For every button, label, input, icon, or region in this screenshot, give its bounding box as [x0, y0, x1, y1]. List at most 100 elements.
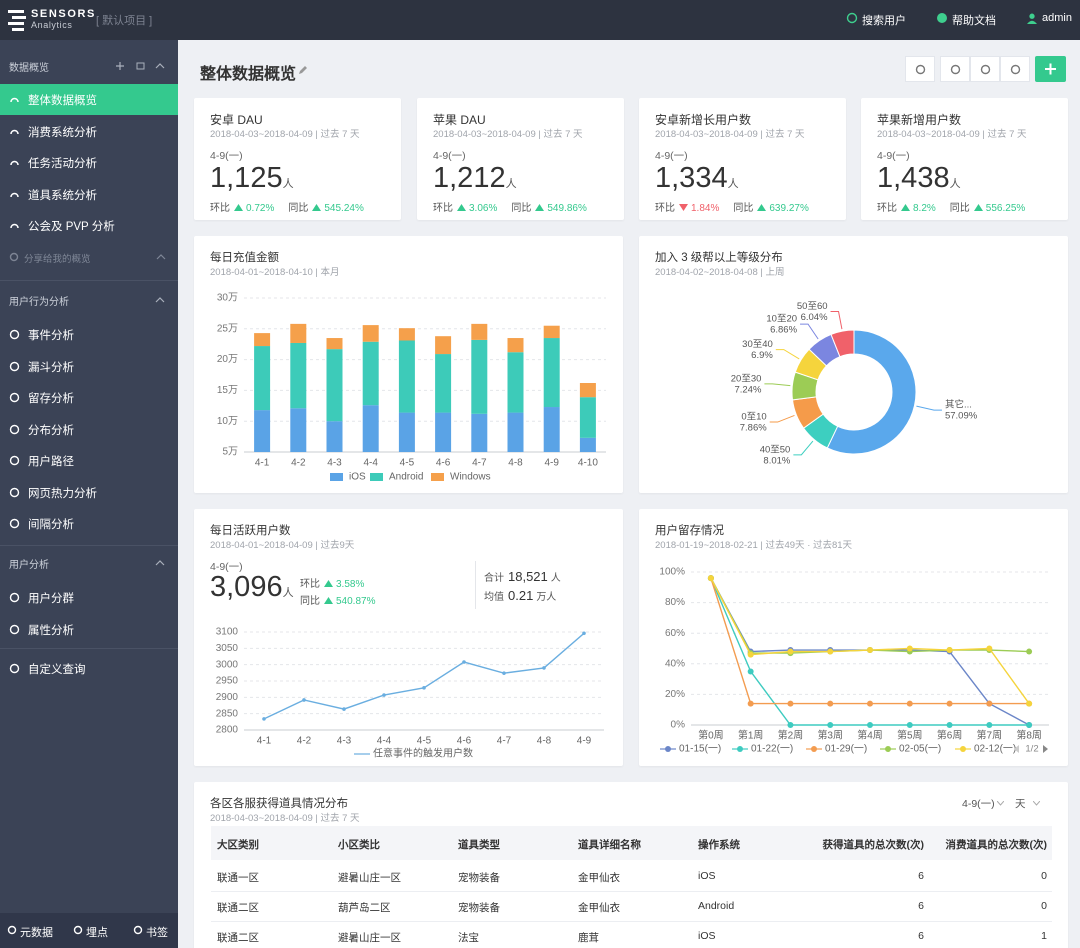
menu-icon — [9, 252, 19, 262]
legend-swatch — [737, 746, 743, 752]
bar-segment — [398, 340, 415, 413]
menu-icon — [9, 392, 20, 403]
menu-item[interactable]: 道具系统分析 — [28, 189, 97, 202]
nav-link[interactable]: 搜索用户 — [862, 15, 906, 27]
toolbar-button[interactable] — [970, 56, 1000, 82]
menu-item[interactable]: 任务活动分析 — [28, 158, 97, 170]
row-divider — [211, 921, 1052, 922]
chart-title: 用户留存情况 — [655, 525, 724, 537]
data-point — [946, 647, 953, 654]
icon-shape — [535, 204, 545, 211]
menu-item[interactable]: 间隔分析 — [28, 519, 74, 531]
icon-shape — [9, 329, 20, 340]
button-icon — [1010, 64, 1021, 75]
kpi-unit: 人 — [282, 178, 294, 190]
y-tick-label: 40% — [665, 658, 685, 669]
data-point — [747, 700, 754, 707]
menu-item[interactable]: 公会及 PVP 分析 — [28, 221, 115, 233]
legend-label: Android — [389, 472, 423, 483]
icon-shape — [9, 361, 20, 371]
table-control[interactable]: 天 — [1015, 798, 1026, 810]
mom-label: 环比 — [433, 203, 453, 214]
sidebar-footer: 元数据 埋点 书签 — [0, 913, 178, 948]
bar-segment — [507, 352, 524, 413]
bar-segment — [290, 323, 307, 343]
kpi-card: 安卓新增长用户数 2018-04-03~2018-04-09 | 过去 7 天 4-… — [639, 98, 846, 220]
sidebar: 数据概览 整体数据概览 消费系统分析 任务活动分析 道具系统分析 公会及 PVP 分析 分享… — [0, 40, 178, 948]
footer-icon — [133, 925, 143, 935]
menu-item[interactable]: 留存分析 — [28, 393, 74, 405]
slice-label: 50至60 — [797, 301, 828, 312]
icon-shape — [9, 518, 20, 529]
mom-value: 3.06% — [469, 203, 498, 214]
data-point — [827, 722, 834, 728]
legend-swatch — [370, 473, 383, 481]
bar-segment — [471, 413, 488, 452]
yoy-label: 同比 — [949, 203, 970, 214]
menu-item[interactable]: 用户分群 — [28, 593, 74, 605]
menu-icon — [9, 663, 20, 674]
legend-label: Windows — [450, 472, 491, 483]
series-line — [263, 632, 585, 720]
kpi-value-row: 1,125人 — [210, 162, 294, 195]
shared-item[interactable]: 分享给我的概览 — [24, 254, 91, 265]
icon-shape — [10, 223, 19, 229]
nav-icon — [846, 12, 858, 24]
menu-item[interactable]: 分布分析 — [28, 424, 74, 437]
data-point — [906, 700, 913, 707]
icon-shape — [997, 801, 1004, 806]
icon-shape — [324, 580, 333, 587]
y-tick-label: 15万 — [217, 385, 238, 396]
kpi-value: 1,334 — [655, 162, 728, 194]
kpi-value: 1,438 — [877, 162, 950, 194]
yoy-value: 639.27% — [769, 203, 809, 214]
icon-shape — [10, 129, 19, 134]
chart-card: 5万 10万 15万 20万 25万 30万 4-1 4-2 4-3 4-4 4-5 4-6 4-7 4-… — [194, 236, 623, 493]
x-tick-label: 4-8 — [537, 736, 552, 747]
bar-segment — [435, 336, 452, 355]
x-tick-label: 4-2 — [291, 458, 306, 469]
x-tick-label: 第6周 — [937, 729, 963, 742]
chart: 2800 2850 2900 2950 3000 3050 3100 4-1 4-2 4-3 4-4… — [216, 627, 604, 760]
menu-item[interactable]: 整体数据概览 — [28, 95, 97, 107]
y-tick-label: 30万 — [217, 293, 238, 304]
x-tick-label: 4-3 — [337, 736, 352, 747]
footer-link[interactable]: 书签 — [146, 927, 168, 939]
menu-item[interactable]: 属性分析 — [28, 624, 74, 637]
nav-link[interactable]: admin — [1042, 12, 1072, 24]
footer-link[interactable]: 埋点 — [86, 927, 108, 939]
kpi-value: 1,212 — [433, 162, 506, 194]
toolbar-button[interactable] — [905, 56, 935, 82]
chart-title: 每日活跃用户数 — [210, 525, 291, 537]
menu-icon — [10, 129, 19, 134]
menu-icon — [10, 223, 19, 229]
mom-value: 3.58% — [336, 579, 365, 590]
menu-item[interactable]: 消费系统分析 — [28, 126, 97, 139]
data-point — [342, 707, 346, 711]
footer-link[interactable]: 元数据 — [20, 927, 53, 939]
trend-arrow — [679, 204, 688, 211]
chart-title: 每日充值金额 — [210, 252, 279, 264]
menu-item[interactable]: 网页热力分析 — [28, 487, 97, 500]
column-header: 小区类比 — [338, 839, 380, 851]
x-tick-label: 4-5 — [417, 736, 432, 747]
legend-label: iOS — [349, 472, 366, 483]
bar-segment — [254, 410, 271, 452]
menu-item[interactable]: 自定义查询 — [28, 664, 86, 676]
menu-item[interactable]: 事件分析 — [28, 330, 74, 342]
toolbar-button[interactable] — [940, 56, 970, 82]
nav-link[interactable]: 帮助文档 — [952, 15, 996, 27]
x-tick-label: 第0周 — [698, 729, 724, 742]
icon-shape — [915, 64, 926, 75]
table-control[interactable]: 4-9(一) — [962, 798, 995, 810]
chart-subtitle: 2018-04-01~2018-04-10 | 本月 — [210, 267, 340, 278]
bar-segment — [507, 412, 524, 452]
add-button[interactable] — [1035, 56, 1066, 82]
menu-item[interactable]: 漏斗分析 — [28, 361, 74, 374]
trend-arrow — [324, 580, 333, 587]
menu-item[interactable]: 用户路径 — [28, 456, 74, 468]
toolbar-button[interactable] — [1000, 56, 1030, 82]
icon-shape — [950, 64, 961, 75]
bar-segment — [507, 338, 524, 353]
